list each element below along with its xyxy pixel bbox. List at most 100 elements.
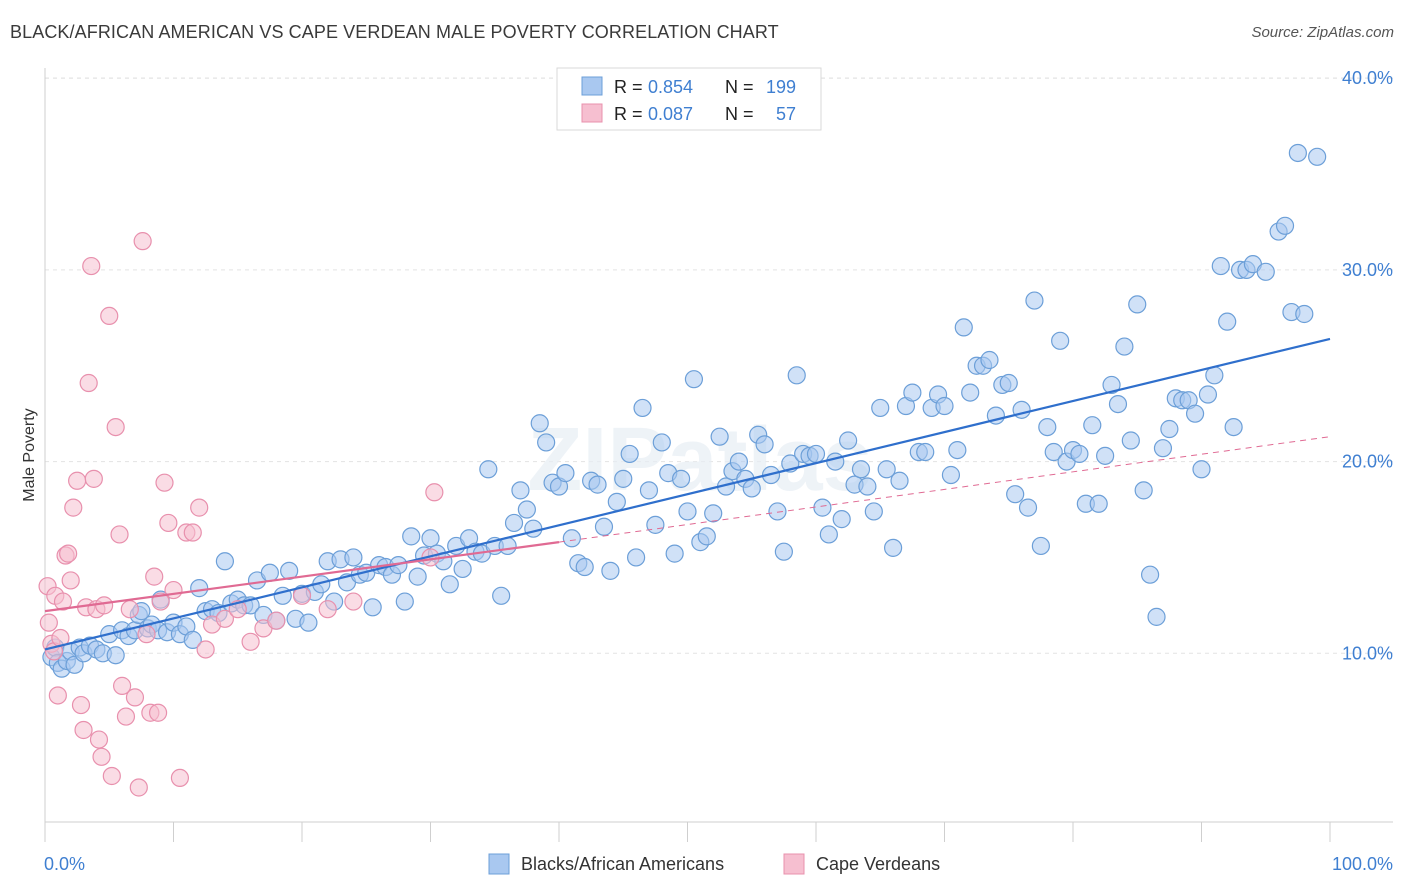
point-cape-verdeans	[68, 471, 87, 490]
point-blacks	[877, 460, 896, 479]
point-blacks	[1160, 419, 1179, 439]
point-cape-verdeans	[116, 707, 136, 726]
point-blacks	[646, 515, 665, 534]
point-cape-verdeans	[100, 306, 119, 326]
y-tick-label: 10.0%	[1342, 643, 1393, 663]
point-cape-verdeans	[74, 720, 93, 740]
point-blacks	[421, 529, 440, 548]
point-blacks	[948, 440, 967, 460]
point-blacks	[851, 460, 871, 479]
point-blacks	[1224, 417, 1243, 437]
point-cape-verdeans	[164, 580, 183, 600]
point-cape-verdeans	[129, 778, 148, 797]
point-blacks	[1070, 444, 1089, 464]
point-blacks	[832, 510, 851, 529]
point-blacks	[941, 465, 961, 485]
stats-swatch-pink	[581, 103, 603, 123]
x-tick-label-max: 100.0%	[1332, 854, 1393, 874]
point-cape-verdeans	[170, 768, 190, 788]
point-blacks	[1211, 256, 1230, 276]
axes	[44, 68, 1393, 823]
chart-title: BLACK/AFRICAN AMERICAN VS CAPE VERDEAN M…	[10, 22, 779, 42]
point-blacks	[215, 552, 234, 571]
point-blacks	[1185, 404, 1205, 423]
point-blacks	[858, 477, 877, 496]
point-cape-verdeans	[48, 686, 67, 705]
point-blacks	[530, 414, 549, 433]
y-tick-labels: 10.0% 20.0% 30.0% 40.0%	[1342, 68, 1393, 663]
point-cape-verdeans	[71, 695, 91, 715]
point-cape-verdeans	[159, 513, 178, 533]
point-blacks	[787, 366, 806, 385]
stats-swatch-blue	[581, 76, 603, 96]
point-blacks	[961, 383, 980, 402]
point-blacks	[1153, 439, 1173, 458]
point-blacks	[652, 433, 671, 452]
point-blacks	[588, 475, 607, 494]
point-blacks	[1295, 304, 1314, 324]
point-blacks	[806, 444, 826, 464]
point-blacks	[1128, 295, 1147, 314]
point-blacks	[1147, 607, 1166, 626]
point-blacks	[678, 502, 697, 521]
trend-line-cape-verdeans	[44, 541, 560, 613]
point-blacks	[916, 442, 935, 462]
gridlines	[45, 77, 1393, 654]
point-blacks	[626, 548, 646, 567]
trend-line-blacks	[44, 337, 1331, 651]
point-cape-verdeans	[61, 571, 80, 590]
y-tick-label: 20.0%	[1342, 452, 1393, 472]
point-blacks	[704, 504, 723, 523]
point-blacks	[1275, 216, 1295, 235]
point-cape-verdeans	[84, 469, 103, 488]
point-cape-verdeans	[79, 373, 98, 393]
point-blacks	[839, 431, 858, 450]
point-cape-verdeans	[53, 592, 73, 611]
point-blacks	[697, 527, 716, 546]
point-blacks	[633, 398, 652, 418]
point-blacks	[864, 502, 883, 521]
point-blacks	[614, 469, 633, 488]
point-blacks	[183, 630, 202, 649]
point-blacks	[440, 575, 459, 594]
point-cape-verdeans	[120, 600, 139, 619]
point-cape-verdeans	[151, 592, 170, 611]
stats-box: R = 0.854 N = 199 R = 0.087 N = 57	[556, 67, 822, 131]
stats-n-value-2: 57	[776, 104, 796, 124]
point-blacks	[1096, 446, 1115, 465]
point-blacks	[1018, 498, 1038, 517]
point-blacks	[890, 471, 909, 490]
point-blacks	[665, 544, 684, 563]
point-blacks	[1288, 143, 1307, 163]
point-blacks	[1121, 431, 1140, 450]
point-blacks	[106, 646, 125, 665]
point-cape-verdeans	[241, 632, 260, 651]
point-blacks	[813, 498, 832, 517]
point-blacks	[742, 479, 761, 498]
point-cape-verdeans	[267, 611, 286, 630]
stats-r-value-2: 0.087	[648, 104, 693, 124]
point-blacks	[299, 613, 318, 632]
point-blacks	[575, 557, 594, 577]
point-blacks	[1006, 485, 1025, 504]
point-cape-verdeans	[64, 498, 83, 517]
point-blacks	[1134, 481, 1153, 500]
point-blacks	[511, 481, 530, 500]
point-cape-verdeans	[89, 730, 109, 749]
point-blacks	[562, 529, 581, 548]
point-cape-verdeans	[344, 592, 363, 611]
y-tick-label: 40.0%	[1342, 68, 1393, 88]
stats-n-value-1: 199	[766, 77, 796, 97]
stats-r-label-1: R =	[614, 77, 643, 97]
point-cape-verdeans	[183, 523, 202, 542]
legend-label-cape-verdeans: Cape Verdeans	[816, 854, 940, 874]
point-blacks	[1044, 442, 1063, 462]
point-cape-verdeans	[155, 473, 174, 492]
point-blacks	[408, 567, 427, 586]
point-blacks	[504, 513, 524, 533]
y-tick-label: 30.0%	[1342, 260, 1393, 280]
point-blacks	[768, 502, 787, 521]
point-blacks	[1192, 460, 1211, 479]
point-blacks	[639, 481, 659, 500]
point-cape-verdeans	[112, 676, 132, 695]
